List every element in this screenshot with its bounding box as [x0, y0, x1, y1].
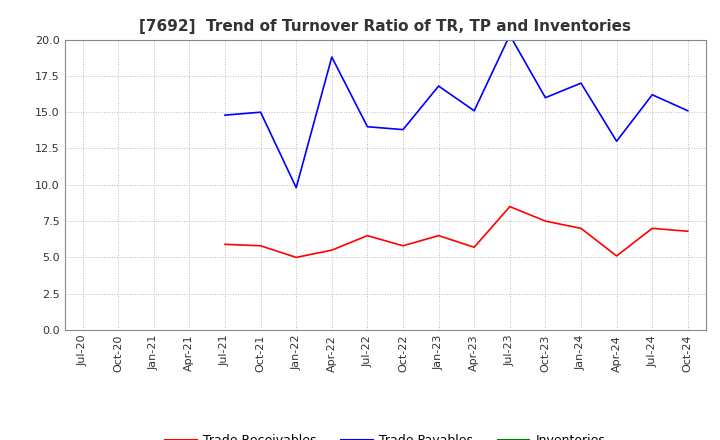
Legend: Trade Receivables, Trade Payables, Inventories: Trade Receivables, Trade Payables, Inven… — [161, 429, 610, 440]
Title: [7692]  Trend of Turnover Ratio of TR, TP and Inventories: [7692] Trend of Turnover Ratio of TR, TP… — [139, 19, 631, 34]
